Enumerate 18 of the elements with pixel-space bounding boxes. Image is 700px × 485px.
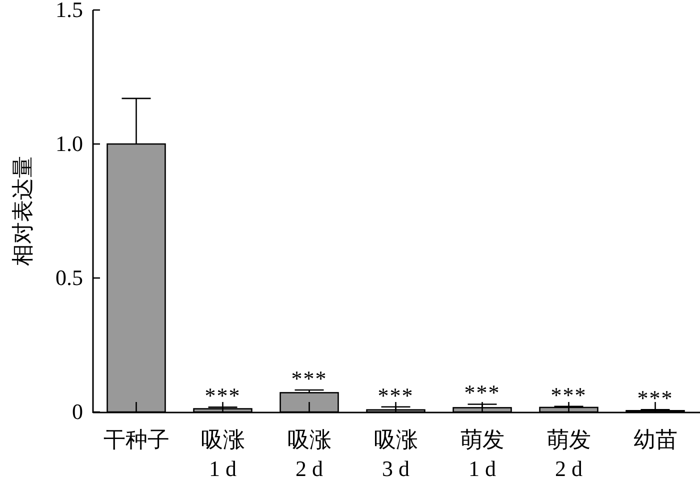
x-tick-label: 吸涨 3 d	[374, 427, 418, 481]
x-tick-label: 幼苗	[633, 427, 678, 452]
annotation: ***	[550, 382, 587, 408]
y-tick-label: 0.5	[56, 265, 83, 290]
x-tick-label: 萌发 2 d	[546, 427, 591, 481]
annotation: ***	[464, 380, 500, 406]
y-tick-label: 1.0	[56, 131, 83, 156]
annotation: ***	[378, 382, 414, 408]
y-axis-title: 相对表达量	[10, 156, 35, 266]
x-tick-label: 吸涨 2 d	[287, 427, 332, 481]
y-tick-label: 0	[72, 399, 83, 424]
annotation: ***	[291, 366, 328, 392]
x-tick-label: 吸涨 1 d	[200, 427, 245, 481]
annotation: ***	[637, 386, 674, 411]
x-tick-label: 萌发 1 d	[460, 427, 504, 481]
x-tick-label: 干种子	[103, 427, 170, 452]
annotation: ***	[204, 383, 241, 408]
y-tick-label: 1.5	[56, 0, 83, 22]
